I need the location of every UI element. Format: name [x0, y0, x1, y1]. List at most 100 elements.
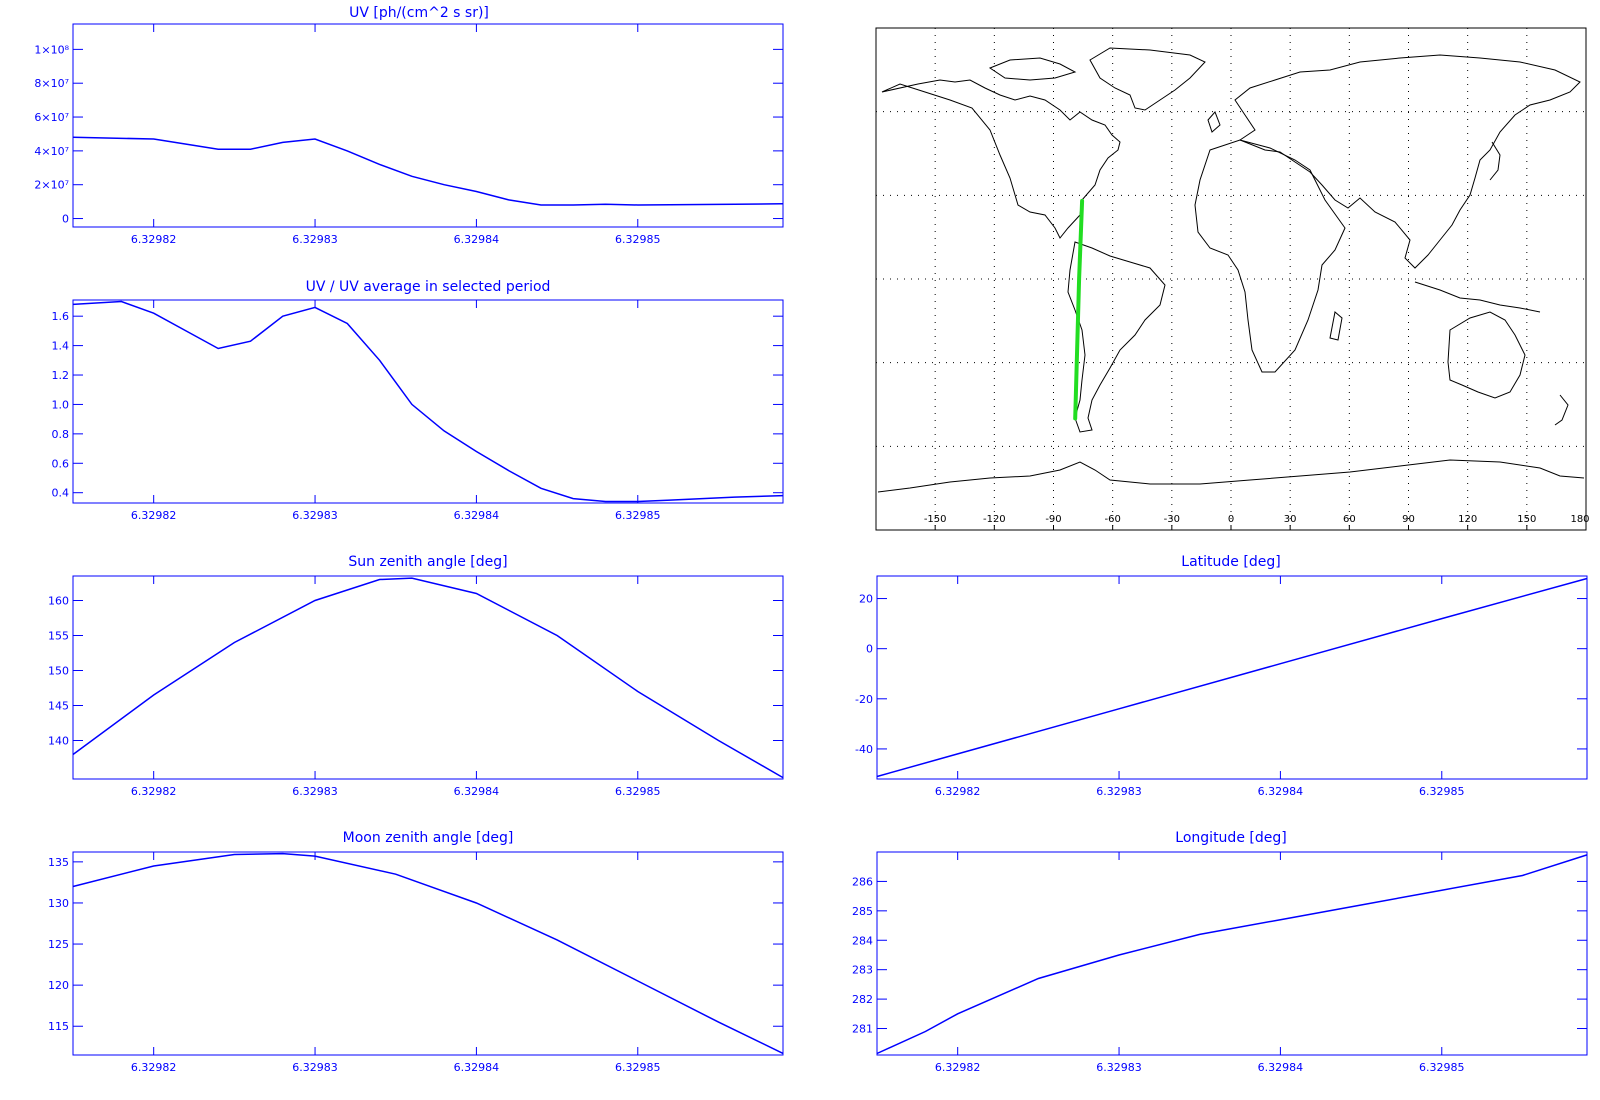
map-xtick-label: -60 [1104, 514, 1120, 525]
sun-line [72, 577, 784, 779]
map-xtick-label: 180 [1570, 514, 1589, 525]
moon-xtick-label: 6.32984 [454, 1061, 500, 1074]
moon-ytick-label: 125 [48, 938, 69, 951]
map-xtick-label: 30 [1284, 514, 1297, 525]
map-axes: -150 -120 -90 -60 -30 0 30 60 90 120 150 180 [924, 514, 1590, 530]
moon-line [72, 852, 784, 1055]
uv-xtick-label: 6.32983 [292, 233, 338, 246]
ratio-ytick-label: 0.4 [52, 487, 70, 500]
uv-xtick-label: 6.32985 [615, 233, 661, 246]
map-xtick-label: 60 [1343, 514, 1356, 525]
map-xtick-label: -150 [924, 514, 947, 525]
uv-ytick-label: 1×10⁸ [34, 43, 69, 56]
ratio-ytick-label: 0.8 [52, 428, 70, 441]
map-frame [875, 27, 1587, 531]
uv-ytick-label: 2×10⁷ [34, 179, 69, 192]
uv-panel: UV [ph/(cm^2 s sr)] 6.32982 6.32983 6.3298… [34, 5, 784, 246]
lat-xtick-label: 6.32984 [1258, 785, 1304, 798]
map-xtick-label: 0 [1228, 514, 1234, 525]
moon-xtick-label: 6.32983 [292, 1061, 338, 1074]
sun-ytick-label: 150 [48, 665, 69, 678]
ratio-ytick-label: 1.0 [52, 398, 70, 411]
lat-ytick-label: 20 [859, 593, 873, 606]
sun-panel: Sun zenith angle [deg] 6.32982 6.32983 6.3… [48, 554, 784, 798]
australia-outline [1447, 311, 1526, 399]
lon-axes: 6.32982 6.32983 6.32984 6.32985 281 282 283 284… [852, 852, 1587, 1074]
lon-title: Longitude [deg] [1175, 830, 1286, 846]
uv-frame [72, 23, 784, 228]
lon-ytick-label: 281 [852, 1023, 873, 1036]
ratio-xtick-label: 6.32985 [615, 509, 661, 522]
moon-ytick-label: 120 [48, 979, 69, 992]
lat-panel: Latitude [deg] 6.32982 6.32983 6.32984 6.32… [855, 554, 1588, 798]
moon-xtick-label: 6.32985 [615, 1061, 661, 1074]
ratio-axes: 6.32982 6.32983 6.32984 6.32985 0.4 0.6 0.8 1.0… [52, 300, 783, 522]
ratio-frame [72, 299, 784, 504]
north-america-outline [881, 79, 1121, 239]
arctic-islands-outline [988, 57, 1077, 81]
ratio-xtick-label: 6.32982 [131, 509, 177, 522]
lon-xtick-label: 6.32985 [1419, 1061, 1465, 1074]
ratio-ytick-label: 1.2 [52, 369, 70, 382]
lon-line [876, 854, 1588, 1055]
moon-ytick-label: 135 [48, 856, 69, 869]
lat-axes: 6.32982 6.32983 6.32984 6.32985 -40 -20 0 20 [855, 576, 1587, 798]
lat-xtick-label: 6.32983 [1096, 785, 1142, 798]
sun-xtick-label: 6.32984 [454, 785, 500, 798]
map-xtick-label: -90 [1045, 514, 1061, 525]
lon-ytick-label: 286 [852, 875, 873, 888]
moon-xtick-label: 6.32982 [131, 1061, 177, 1074]
sun-ytick-label: 140 [48, 735, 69, 748]
lon-ytick-label: 284 [852, 934, 873, 947]
lon-ytick-label: 285 [852, 905, 873, 918]
uv-line [72, 136, 784, 206]
eurasia-outline [1234, 54, 1581, 269]
moon-title: Moon zenith angle [deg] [343, 830, 514, 846]
madagascar-outline [1329, 311, 1343, 341]
lon-xtick-label: 6.32984 [1258, 1061, 1304, 1074]
lat-frame [876, 575, 1588, 780]
lat-ytick-label: -40 [855, 743, 873, 756]
lon-xtick-label: 6.32983 [1096, 1061, 1142, 1074]
ratio-ytick-label: 1.6 [52, 310, 70, 323]
lon-panel: Longitude [deg] 6.32982 6.32983 6.32984 6.3… [852, 830, 1588, 1074]
uv-ytick-label: 0 [62, 213, 69, 226]
uv-ytick-label: 8×10⁷ [34, 77, 69, 90]
lat-line [876, 577, 1588, 778]
map-xtick-label: -30 [1164, 514, 1180, 525]
lat-xtick-label: 6.32982 [935, 785, 981, 798]
uv-title: UV [ph/(cm^2 s sr)] [349, 5, 489, 21]
moon-ytick-label: 115 [48, 1020, 69, 1033]
ratio-panel: UV / UV average in selected period 6.329… [52, 279, 784, 522]
lat-title: Latitude [deg] [1181, 554, 1280, 570]
lat-ytick-label: -20 [855, 693, 873, 706]
uv-axes: 6.32982 6.32983 6.32984 6.32985 0 2×10⁷ 4×10⁷ 6… [34, 24, 783, 246]
sun-xtick-label: 6.32982 [131, 785, 177, 798]
sun-ytick-label: 145 [48, 700, 69, 713]
sun-title: Sun zenith angle [deg] [348, 554, 507, 570]
map-panel: -150 -120 -90 -60 -30 0 30 60 90 120 150 180 [875, 27, 1590, 531]
moon-frame [72, 851, 784, 1056]
greenland-outline [1089, 47, 1206, 111]
uv-xtick-label: 6.32982 [131, 233, 177, 246]
map-xtick-label: 90 [1402, 514, 1415, 525]
uv-ytick-label: 6×10⁷ [34, 111, 69, 124]
lat-ytick-label: 0 [866, 643, 873, 656]
uv-ytick-label: 4×10⁷ [34, 145, 69, 158]
uk-outline [1207, 111, 1221, 133]
lat-xtick-label: 6.32985 [1419, 785, 1465, 798]
ratio-ytick-label: 1.4 [52, 340, 70, 353]
map-xtick-label: 150 [1517, 514, 1536, 525]
lon-ytick-label: 282 [852, 993, 873, 1006]
moon-axes: 6.32982 6.32983 6.32984 6.32985 115 120 125 130… [48, 852, 783, 1074]
sun-ytick-label: 160 [48, 595, 69, 608]
map-xtick-label: -120 [983, 514, 1006, 525]
indonesia-outline [1414, 281, 1541, 313]
map-xtick-label: 120 [1458, 514, 1477, 525]
ratio-ytick-label: 0.6 [52, 457, 70, 470]
sun-axes: 6.32982 6.32983 6.32984 6.32985 140 145 150 155… [48, 576, 783, 798]
sun-ytick-label: 155 [48, 630, 69, 643]
japan-outline [1489, 141, 1501, 181]
ratio-line [72, 300, 784, 503]
antarctica-outline [877, 459, 1585, 493]
